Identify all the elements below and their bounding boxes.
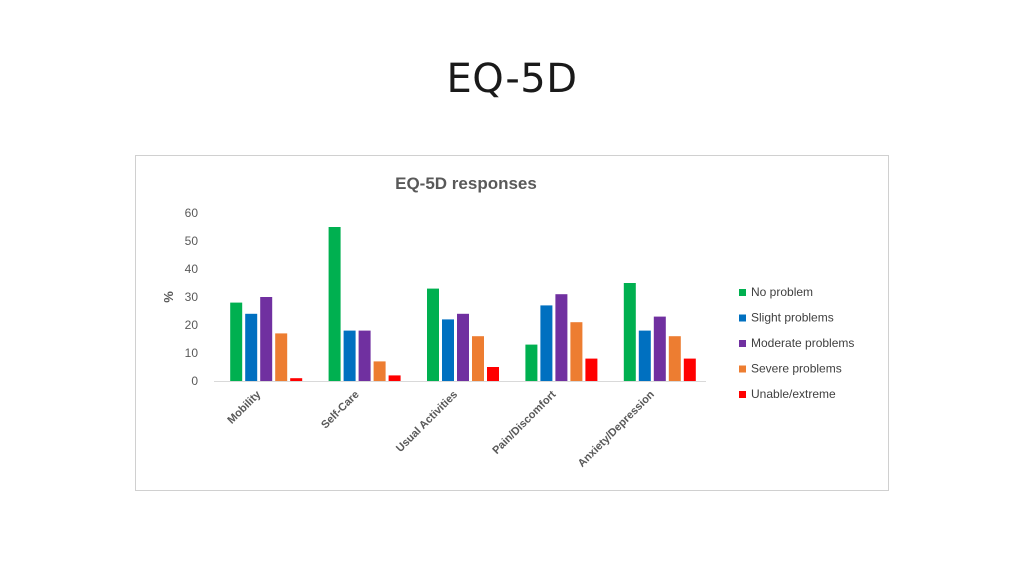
legend-swatch [739, 391, 746, 398]
y-tick-label: 20 [185, 318, 199, 332]
y-tick-label: 50 [185, 234, 199, 248]
bar [525, 344, 538, 381]
bar [457, 313, 469, 381]
chart-title: EQ-5D responses [395, 174, 537, 193]
y-tick-label: 10 [185, 346, 199, 360]
chart-frame: EQ-5D responses % 0 10 20 30 40 50 60 Mobility… [135, 155, 889, 491]
bar [442, 319, 454, 381]
x-category-label: Self-Care [319, 389, 362, 432]
bar [487, 367, 499, 381]
bar [540, 305, 553, 381]
bar [653, 316, 666, 381]
bar [623, 283, 636, 381]
y-tick-label: 60 [185, 206, 199, 220]
x-category-label: Mobility [225, 388, 263, 426]
legend-swatch [739, 365, 746, 373]
bar [343, 330, 356, 381]
legend-label: Severe problems [751, 362, 842, 376]
legend-swatch [739, 314, 746, 322]
y-tick-label: 40 [185, 262, 199, 276]
bar [472, 336, 484, 381]
x-axis-categories: Mobility Self-Care Usual Activities Pain/Di… [225, 388, 657, 470]
bar [290, 378, 303, 381]
bar [638, 330, 651, 381]
y-tick-label: 0 [191, 374, 198, 388]
bar [275, 333, 288, 381]
bar [388, 375, 401, 381]
slide-title: EQ-5D [446, 56, 578, 102]
bar [245, 313, 258, 381]
bar [668, 336, 681, 381]
bar [260, 297, 273, 381]
bar [230, 302, 243, 381]
legend-label: No problem [751, 285, 813, 299]
bar [373, 361, 386, 381]
legend-label: Unable/extreme [751, 387, 836, 401]
bar [358, 330, 371, 381]
legend: No problem Slight problems Moderate proble… [739, 285, 854, 401]
legend-swatch [739, 340, 746, 347]
legend-label: Slight problems [751, 311, 834, 325]
bar [585, 358, 598, 381]
legend-label: Moderate problems [751, 336, 854, 350]
bar-series [230, 227, 696, 381]
bar [555, 294, 568, 381]
y-axis-ticks: 0 10 20 30 40 50 60 [185, 206, 199, 388]
x-category-label: Usual Activities [394, 389, 460, 455]
y-axis-label: % [161, 291, 176, 303]
y-tick-label: 30 [185, 290, 199, 304]
x-category-label: Anxiety/Depression [576, 388, 657, 469]
bar [427, 288, 439, 381]
legend-swatch [739, 289, 746, 296]
bar-chart: EQ-5D responses % 0 10 20 30 40 50 60 Mobility… [161, 174, 854, 470]
bar [570, 322, 583, 381]
x-category-label: Pain/Discomfort [490, 388, 558, 456]
bar [328, 227, 341, 381]
bar [683, 358, 696, 381]
